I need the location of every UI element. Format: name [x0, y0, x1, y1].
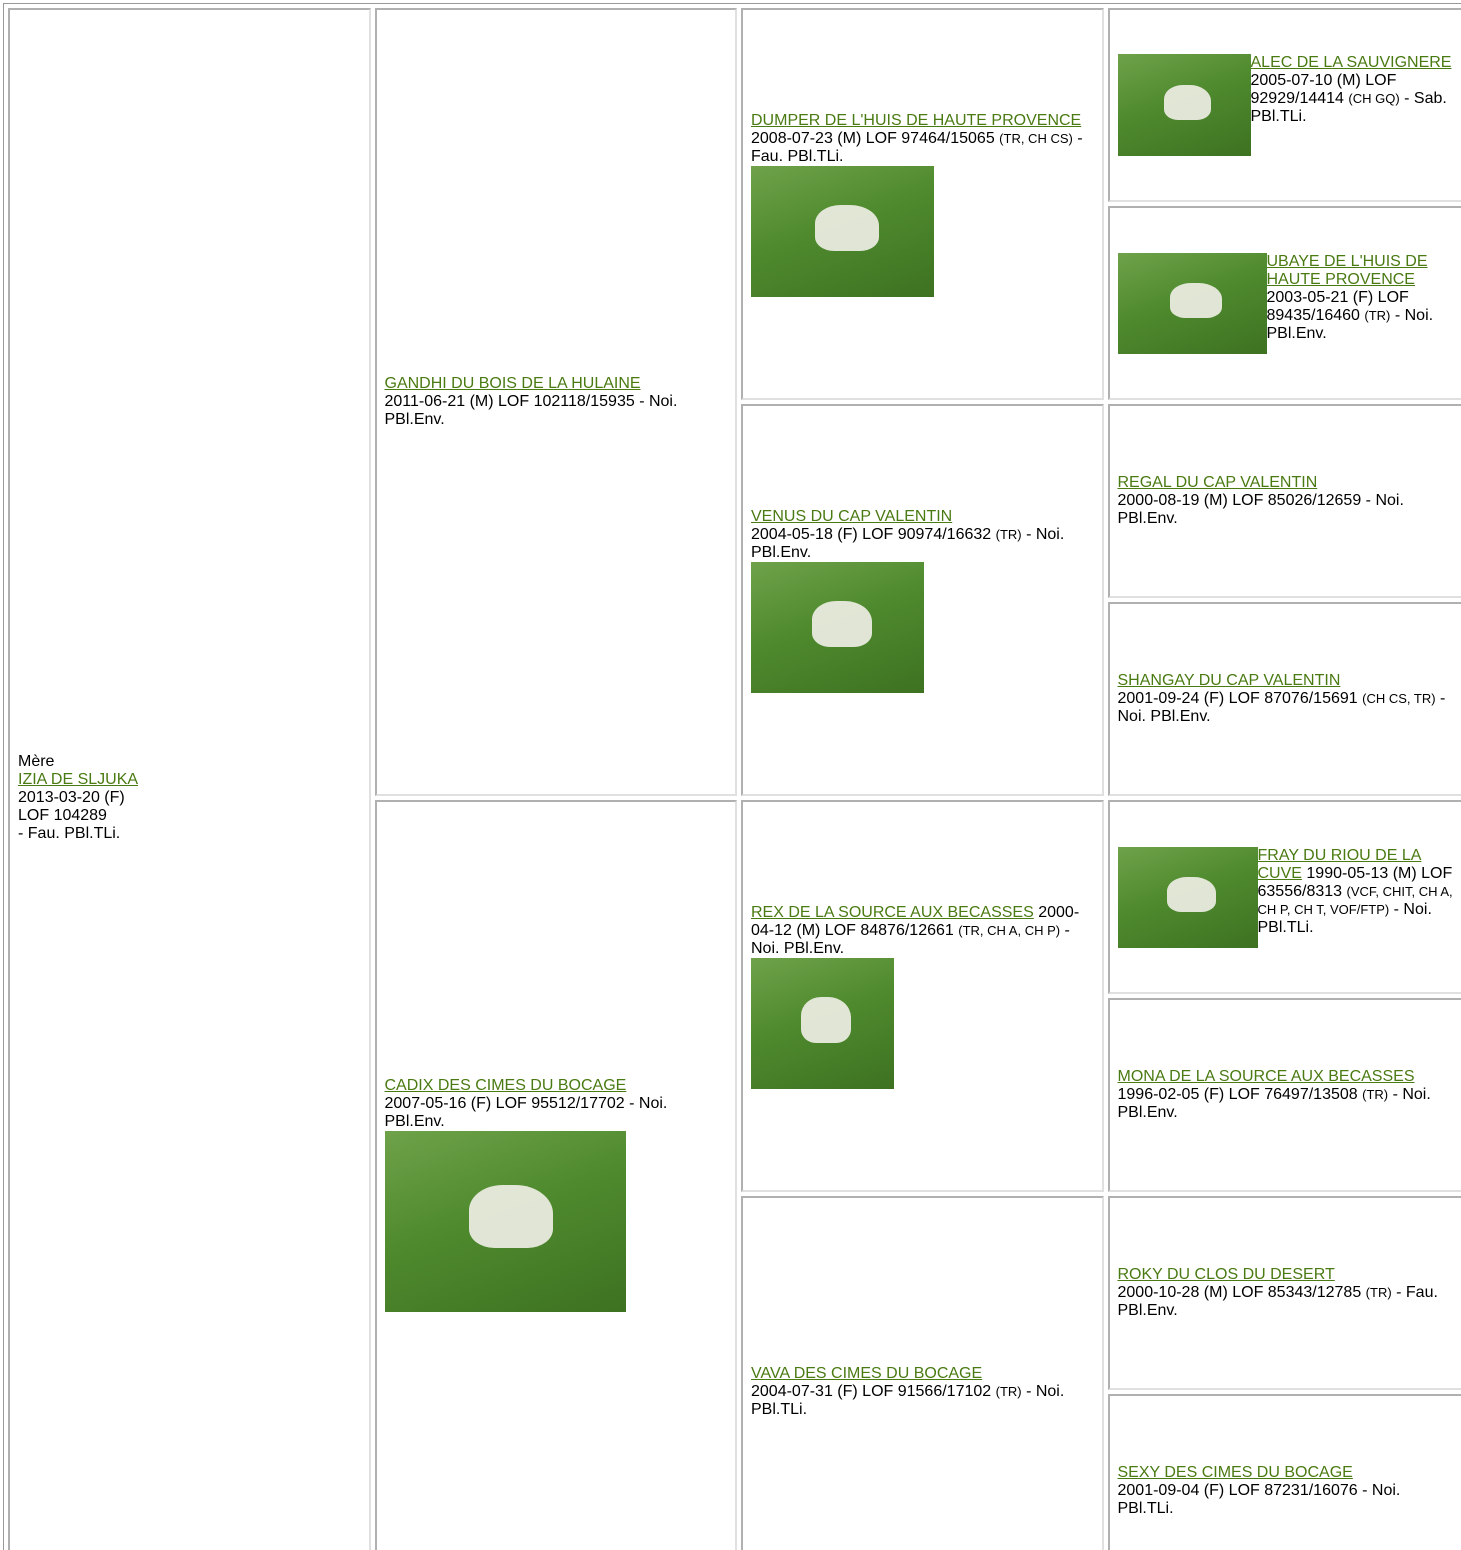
dog-coat: - Fau. PBl.Env. — [1117, 1284, 1438, 1319]
pedigree-cell: MONA DE LA SOURCE AUX BECASSES 1996-02-0… — [1107, 998, 1461, 1192]
dog-titles: (VCF, CHIT, CH A, CH P, CH T, VOF/FTP) — [1257, 883, 1453, 917]
pedigree-row: SEXY DES CIMES DU BOCAGE 2001-09-04 (F) L… — [8, 1394, 1461, 1550]
pedigree-cell: SHANGAY DU CAP VALENTIN 2001-09-24 (F) LO… — [1107, 602, 1461, 796]
pedigree-row: CADIX DES CIMES DU BOCAGE 2007-05-16 (F) … — [8, 800, 1461, 1550]
dog-titles: (TR) — [1365, 1285, 1392, 1300]
dog-coat: - Noi. PBl.TLi. — [1257, 900, 1432, 936]
dog-link[interactable]: REX DE LA SOURCE AUX BECASSES — [751, 903, 1034, 921]
dog-photo — [751, 957, 894, 1089]
dog-info: 2005-07-10 (M) LOF 92929/14414 — [1250, 72, 1397, 107]
pedigree-row: MONA DE LA SOURCE AUX BECASSES 1996-02-0… — [8, 998, 1461, 1192]
dog-link[interactable]: IZIA DE SLJUKA — [18, 771, 139, 788]
pedigree-row: VAVA DES CIMES DU BOCAGE 2004-07-31 (F) L… — [8, 1196, 1461, 1550]
dog-link[interactable]: VENUS DU CAP VALENTIN — [751, 507, 953, 525]
dog-dob: 2013-03-20 (F) — [18, 789, 125, 806]
dog-info: 2008-07-23 (M) LOF 97464/15065 — [751, 129, 995, 147]
dog-coat: - Noi. PBl.Env. — [1266, 306, 1434, 342]
dog-coat: - Noi. PBl.Env. — [1117, 1086, 1431, 1121]
body: Mère IZIA DE SLJUKA 2013-03-20 (F) LOF 1042… — [0, 3, 1461, 1550]
dog-link[interactable]: UBAYE DE L'HUIS DE HAUTE PROVENCE — [1266, 252, 1428, 288]
pedigree-cell: VAVA DES CIMES DU BOCAGE 2004-07-31 (F) L… — [741, 1196, 1104, 1550]
pedigree-cell: FRAY DU RIOU DE LA CUVE 1990-05-13 (M) L… — [1107, 800, 1461, 994]
dog-photo — [1117, 252, 1267, 354]
dog-coat: - Noi. PBl.Env. — [384, 1094, 668, 1130]
dog-coat: - Noi. PBl.Env. — [751, 525, 1065, 561]
dog-coat: - Noi. PBl.Env. — [384, 393, 678, 428]
pedigree-cell: ROKY DU CLOS DU DESERT 2000-10-28 (M) LOF… — [1107, 1196, 1461, 1390]
dog-info: 2004-05-18 (F) LOF 90974/16632 — [751, 525, 992, 543]
dog-info: 2011-06-21 (M) LOF 102118/15935 — [384, 393, 635, 410]
dog-coat: - Sab. PBl.TLi. — [1250, 90, 1447, 125]
dog-photo — [751, 561, 924, 693]
dog-name-line: IZIA DE SLJUKA — [18, 771, 361, 789]
dog-titles: (TR) — [995, 1384, 1022, 1399]
pedigree-table: Mère IZIA DE SLJUKA 2013-03-20 (F) LOF 1042… — [3, 3, 1461, 1550]
dog-coat: - Noi. PBl.Env. — [1117, 492, 1404, 527]
pedigree-cell: CADIX DES CIMES DU BOCAGE 2007-05-16 (F) … — [374, 800, 737, 1550]
pedigree-cell: Mère IZIA DE SLJUKA 2013-03-20 (F) LOF 1042… — [8, 8, 371, 1550]
pedigree-row: VENUS DU CAP VALENTIN 2004-05-18 (F) LOF … — [8, 404, 1461, 796]
dog-link[interactable]: SHANGAY DU CAP VALENTIN — [1117, 672, 1341, 689]
dog-photo — [384, 1130, 626, 1312]
dog-info: 2007-05-16 (F) LOF 95512/17702 — [384, 1094, 625, 1112]
pedigree-cell: UBAYE DE L'HUIS DE HAUTE PROVENCE 2003-05… — [1107, 206, 1461, 400]
dog-link[interactable]: REGAL DU CAP VALENTIN — [1117, 474, 1318, 491]
dog-link[interactable]: MONA DE LA SOURCE AUX BECASSES — [1117, 1068, 1415, 1085]
dog-info: 2000-10-28 (M) LOF 85343/12785 — [1117, 1284, 1362, 1301]
dog-titles: (TR) — [1362, 1087, 1389, 1102]
dog-link[interactable]: VAVA DES CIMES DU BOCAGE — [751, 1365, 983, 1382]
parent-label: Mère — [18, 753, 55, 770]
dog-link[interactable]: SEXY DES CIMES DU BOCAGE — [1117, 1464, 1353, 1481]
pedigree-row: Mère IZIA DE SLJUKA 2013-03-20 (F) LOF 1042… — [8, 8, 1461, 1550]
dog-coat: - Fau. PBl.TLi. — [18, 825, 121, 842]
dog-link[interactable]: DUMPER DE L'HUIS DE HAUTE PROVENCE — [751, 111, 1082, 129]
dog-info: 2004-07-31 (F) LOF 91566/17102 — [751, 1383, 992, 1400]
dog-photo — [1117, 54, 1251, 156]
dog-link[interactable]: CADIX DES CIMES DU BOCAGE — [384, 1076, 627, 1094]
dog-photo — [1117, 846, 1258, 948]
pedigree-cell: ALEC DE LA SAUVIGNERE 2005-07-10 (M) LOF … — [1107, 8, 1461, 202]
dog-info: 2003-05-21 (F) LOF 89435/16460 — [1266, 288, 1409, 324]
dog-link[interactable]: GANDHI DU BOIS DE LA HULAINE — [384, 375, 641, 392]
dog-info: 2000-08-19 (M) LOF 85026/12659 — [1117, 492, 1362, 509]
pedigree-cell: SEXY DES CIMES DU BOCAGE 2001-09-04 (F) L… — [1107, 1394, 1461, 1550]
dog-coat: - Noi. PBl.TLi. — [1117, 1482, 1401, 1517]
dog-link[interactable]: ROKY DU CLOS DU DESERT — [1117, 1266, 1335, 1283]
dog-coat: - Noi. PBl.TLi. — [751, 1383, 1065, 1418]
dog-coat: - Noi. PBl.Env. — [1117, 690, 1446, 725]
dog-info: 1990-05-13 (M) LOF 63556/8313 — [1257, 864, 1453, 900]
dog-titles: (TR, CH A, CH P) — [958, 922, 1061, 938]
dog-titles: (CH GQ) — [1348, 91, 1400, 106]
pedigree-cell: REGAL DU CAP VALENTIN 2000-08-19 (M) LOF … — [1107, 404, 1461, 598]
pedigree-row: UBAYE DE L'HUIS DE HAUTE PROVENCE 2003-05… — [8, 206, 1461, 400]
dog-titles: (CH CS, TR) — [1362, 691, 1436, 706]
dog-info: 2000-04-12 (M) LOF 84876/12661 — [751, 903, 1080, 939]
dog-info: 1996-02-05 (F) LOF 76497/13508 — [1117, 1086, 1358, 1103]
dog-titles: (TR, CH CS) — [999, 130, 1073, 146]
dog-registration: LOF 104289 — [18, 807, 107, 824]
dog-link[interactable]: ALEC DE LA SAUVIGNERE — [1250, 54, 1452, 71]
dog-link[interactable]: FRAY DU RIOU DE LA CUVE — [1257, 846, 1422, 882]
pedigree-cell: REX DE LA SOURCE AUX BECASSES 2000-04-12… — [741, 800, 1104, 1192]
dog-titles: (TR) — [1364, 307, 1391, 323]
pedigree-cell: VENUS DU CAP VALENTIN 2004-05-18 (F) LOF … — [741, 404, 1104, 796]
dog-coat: - Noi. PBl.Env. — [751, 921, 1070, 957]
dog-coat: - Fau. PBl.TLi. — [751, 129, 1083, 165]
dog-photo — [751, 165, 934, 297]
dog-info: 2001-09-04 (F) LOF 87231/16076 — [1117, 1482, 1358, 1499]
pedigree-row: SHANGAY DU CAP VALENTIN 2001-09-24 (F) LO… — [8, 602, 1461, 796]
pedigree-cell: DUMPER DE L'HUIS DE HAUTE PROVENCE 2008-… — [741, 8, 1104, 400]
pedigree-cell: GANDHI DU BOIS DE LA HULAINE 2011-06-21 (… — [374, 8, 737, 796]
dog-titles: (TR) — [995, 526, 1022, 542]
dog-info: 2001-09-24 (F) LOF 87076/15691 — [1117, 690, 1358, 707]
